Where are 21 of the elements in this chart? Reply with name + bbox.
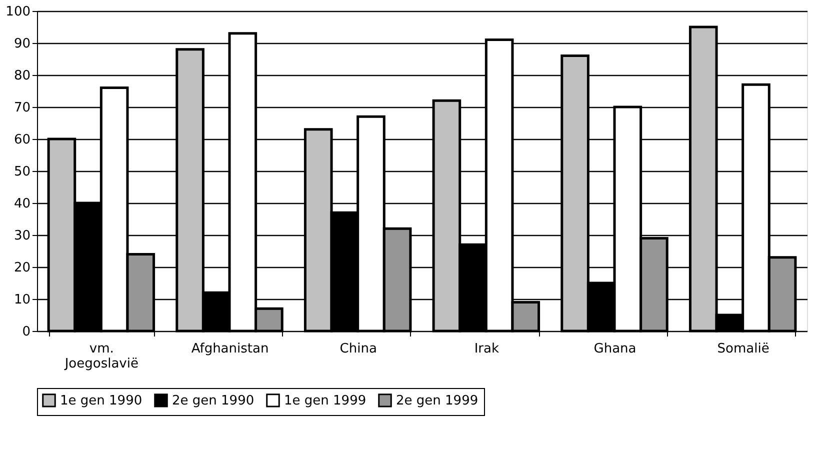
y-tick-label: 90 [14,36,30,52]
y-tick-label: 30 [14,228,30,244]
x-tick-label: Irak [474,342,500,356]
legend-label: 1e gen 1990 [60,393,142,408]
y-tick-label: 60 [14,132,30,148]
y-tick-label: 70 [14,100,30,116]
y-tick-label: 0 [22,324,30,340]
y-tick-label: 40 [14,196,30,212]
y-tick-label: 50 [14,164,30,180]
legend-label: 1e gen 1999 [284,393,366,408]
legend-label: 2e gen 1990 [172,393,254,408]
x-tick-label: China [340,342,377,356]
x-tick-label: Ghana [594,342,636,356]
legend-label: 2e gen 1999 [396,393,478,408]
x-tick-label: vm. Joegoslavië [64,342,138,372]
y-tick-label: 80 [14,68,30,84]
x-tick-label: Afghanistan [191,342,269,356]
x-tick-label: Somalië [717,342,770,356]
y-tick-label: 10 [14,292,30,308]
y-tick-label: 100 [6,4,30,20]
y-tick-label: 20 [14,260,30,276]
